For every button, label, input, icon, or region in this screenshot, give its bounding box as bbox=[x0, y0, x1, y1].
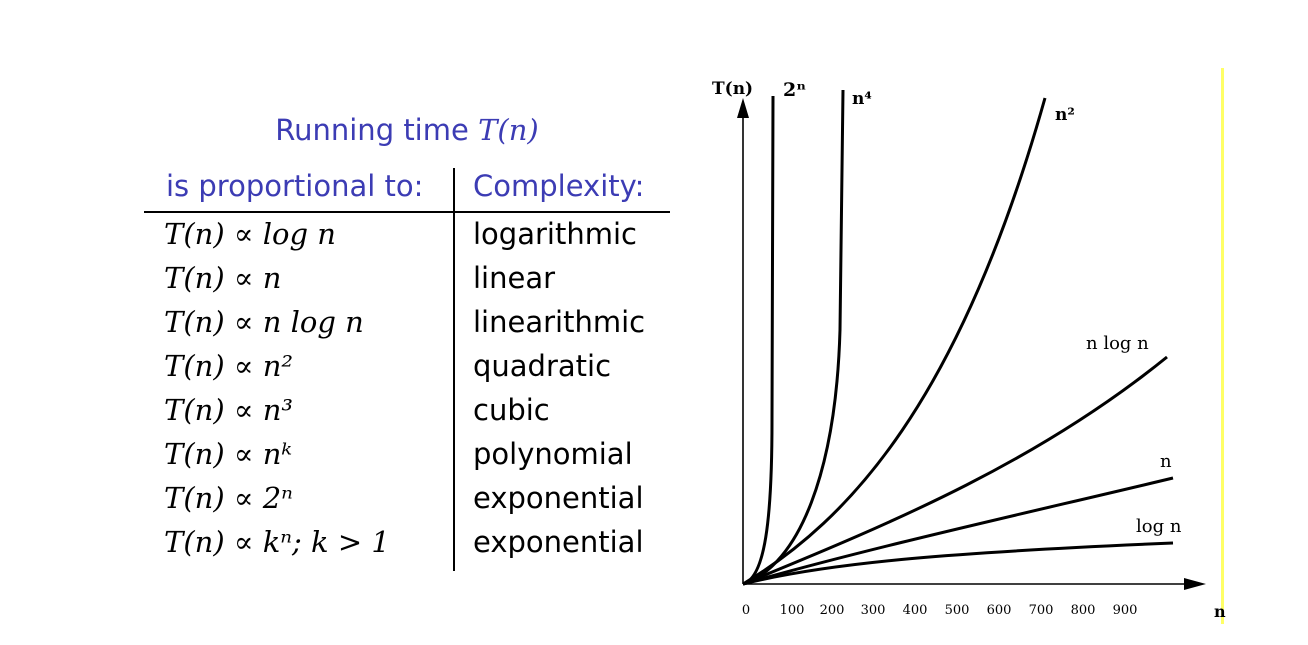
row-complexity: exponential bbox=[473, 525, 644, 559]
row-expression: T(n) ∝ nᵏ bbox=[164, 437, 292, 471]
curve-nlogn bbox=[742, 355, 1168, 586]
row-expression: T(n) ∝ n bbox=[164, 261, 282, 295]
x-axis-arrow-icon bbox=[1184, 578, 1206, 590]
x-tick-label: 800 bbox=[1071, 603, 1096, 618]
x-tick-label: 0 bbox=[742, 603, 750, 618]
row-complexity: logarithmic bbox=[473, 217, 637, 251]
curve-quadratic bbox=[742, 97, 1047, 586]
header-proportional: is proportional to: bbox=[166, 169, 424, 203]
row-complexity: polynomial bbox=[473, 437, 633, 471]
table-row: T(n) ∝ nᵏ polynomial bbox=[144, 437, 670, 481]
row-expression: T(n) ∝ n² bbox=[164, 349, 294, 383]
label-logarithmic: log n bbox=[1136, 516, 1182, 537]
label-exponential: 2ⁿ bbox=[783, 79, 806, 101]
column-divider bbox=[453, 168, 455, 571]
x-tick-label: 900 bbox=[1113, 603, 1138, 618]
curve-logarithmic bbox=[742, 541, 1174, 586]
table-row: T(n) ∝ 2ⁿ exponential bbox=[144, 481, 670, 525]
highlight-edge bbox=[1221, 68, 1224, 624]
label-quadratic: n² bbox=[1055, 105, 1075, 125]
table-row: T(n) ∝ kⁿ; k > 1 exponential bbox=[144, 525, 670, 569]
row-complexity: quadratic bbox=[473, 349, 612, 383]
curve-linear bbox=[742, 476, 1174, 586]
x-tick-label: 400 bbox=[903, 603, 928, 618]
x-tick-label: 200 bbox=[820, 603, 845, 618]
y-axis-arrow-icon bbox=[737, 98, 749, 118]
row-complexity: linearithmic bbox=[473, 305, 646, 339]
label-linear: n bbox=[1160, 451, 1172, 472]
table-row: T(n) ∝ n² quadratic bbox=[144, 349, 670, 393]
curve-exponential bbox=[742, 95, 775, 586]
row-complexity: linear bbox=[473, 261, 556, 295]
row-complexity: cubic bbox=[473, 393, 550, 427]
x-axis-label: n bbox=[1214, 602, 1226, 621]
y-axis-label: T(n) bbox=[712, 79, 753, 99]
table-title: Running time T(n) bbox=[144, 113, 670, 147]
header-complexity: Complexity: bbox=[473, 169, 645, 203]
table-title-math: T(n) bbox=[478, 113, 539, 147]
x-tick-label: 700 bbox=[1029, 603, 1054, 618]
table-row: T(n) ∝ n³ cubic bbox=[144, 393, 670, 437]
row-expression: T(n) ∝ n log n bbox=[164, 305, 364, 339]
table-row: T(n) ∝ n linear bbox=[144, 261, 670, 305]
row-expression: T(n) ∝ n³ bbox=[164, 393, 294, 427]
table-row: T(n) ∝ log n logarithmic bbox=[144, 217, 670, 261]
x-tick-label: 300 bbox=[861, 603, 886, 618]
label-nlogn: n log n bbox=[1086, 333, 1149, 354]
header-rule bbox=[144, 211, 670, 213]
row-expression: T(n) ∝ kⁿ; k > 1 bbox=[164, 525, 390, 559]
curve-quartic bbox=[742, 89, 845, 586]
row-expression: T(n) ∝ log n bbox=[164, 217, 336, 251]
label-quartic: n⁴ bbox=[852, 89, 872, 109]
row-complexity: exponential bbox=[473, 481, 644, 515]
x-tick-label: 500 bbox=[945, 603, 970, 618]
row-expression: T(n) ∝ 2ⁿ bbox=[164, 481, 293, 515]
table-title-text: Running time bbox=[275, 113, 479, 147]
x-tick-label: 600 bbox=[987, 603, 1012, 618]
x-tick-label: 100 bbox=[780, 603, 805, 618]
table-row: T(n) ∝ n log n linearithmic bbox=[144, 305, 670, 349]
